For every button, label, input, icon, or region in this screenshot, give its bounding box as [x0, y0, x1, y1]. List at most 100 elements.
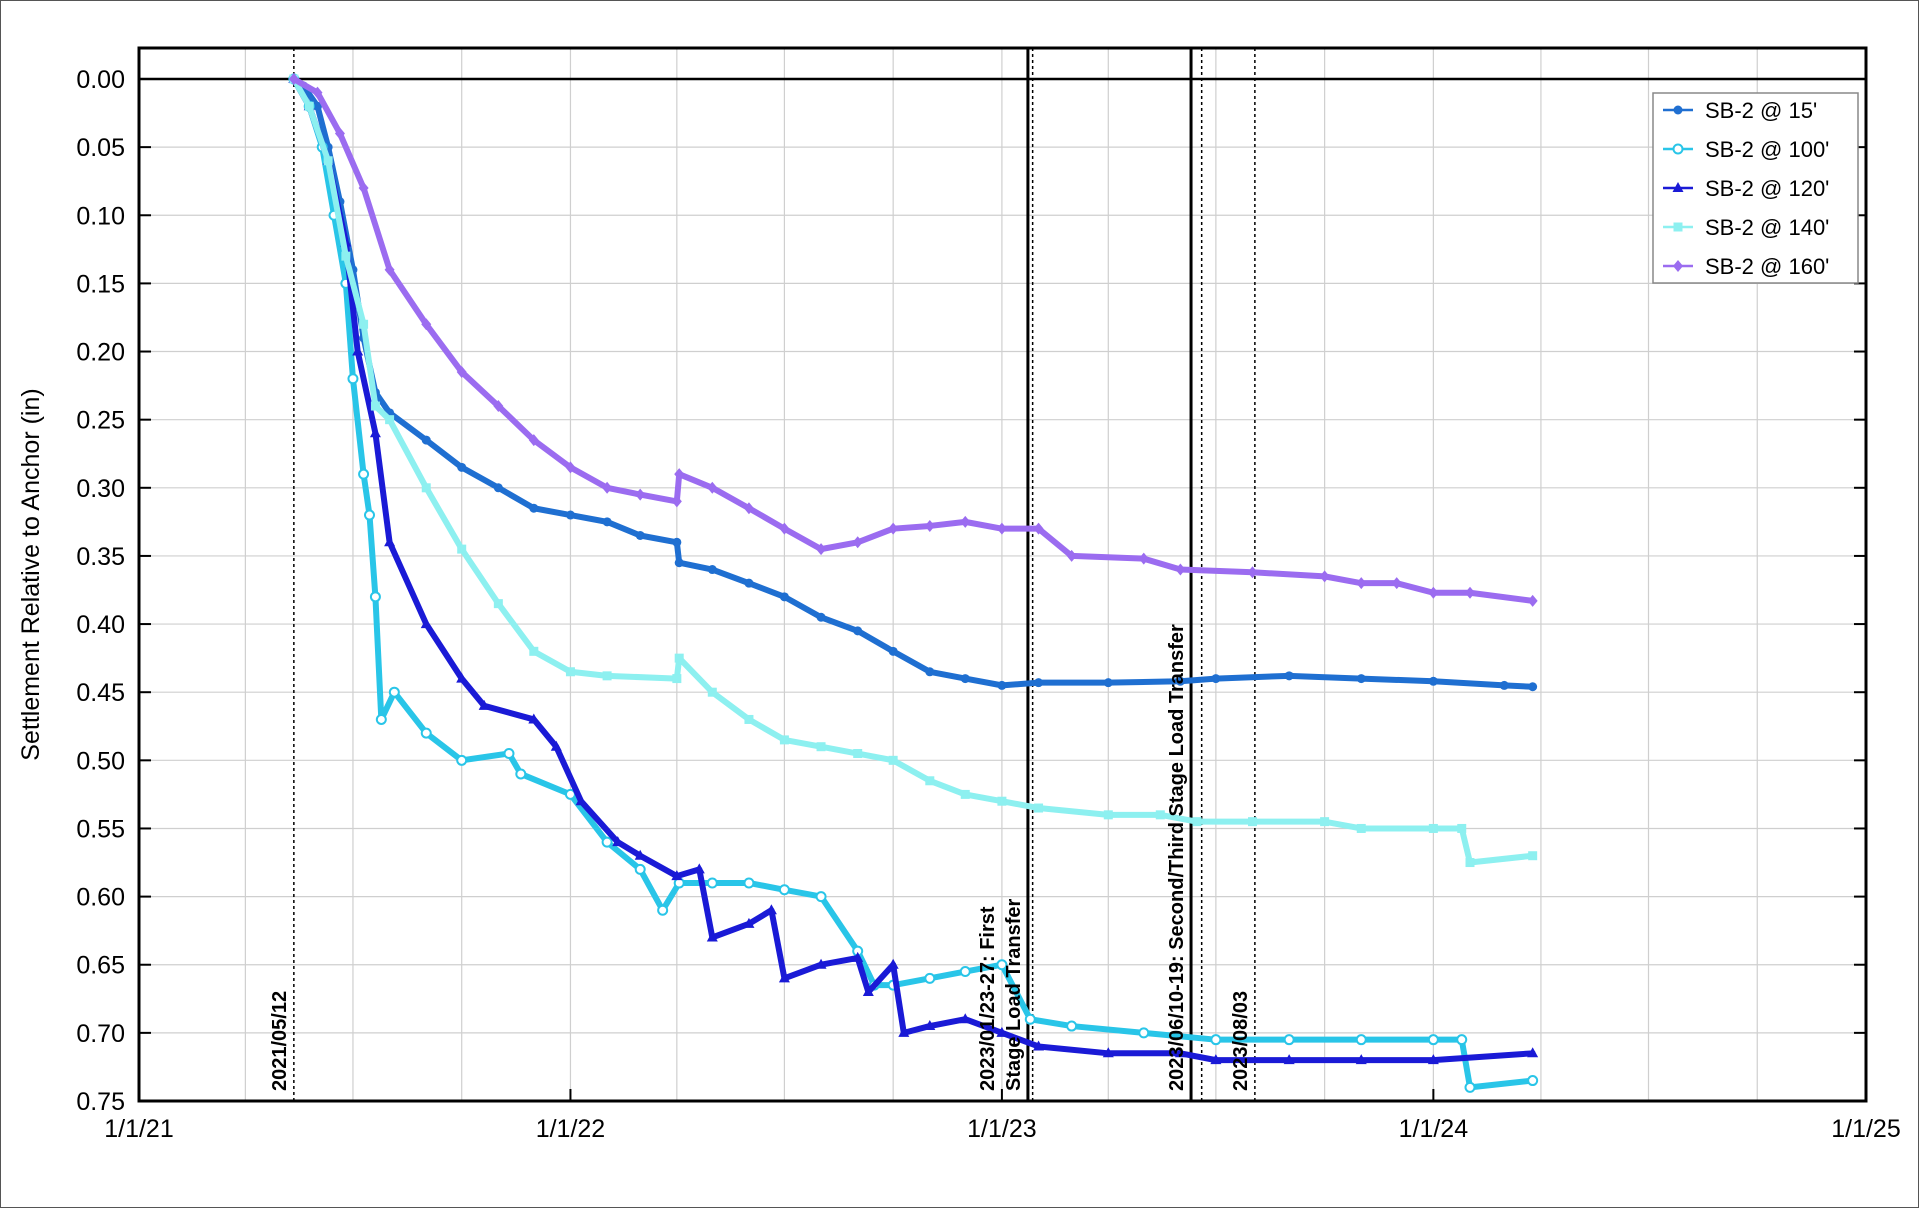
data-point: [612, 836, 624, 847]
data-point: [420, 727, 432, 739]
data-point: [1175, 676, 1185, 686]
data-point: [765, 904, 777, 915]
data-point: [1103, 678, 1113, 688]
data-point: [707, 687, 717, 697]
data-point: [456, 754, 468, 766]
data-point: [1355, 1054, 1367, 1065]
data-point: [1527, 1075, 1539, 1087]
data-point: [1283, 1034, 1295, 1046]
data-point: [323, 156, 333, 166]
data-point: [528, 713, 540, 724]
annotation-label: Stage Load Transfer: [1003, 899, 1025, 1091]
x-tick-label: 1/1/23: [967, 1115, 1037, 1143]
data-point: [347, 373, 359, 385]
data-point: [1528, 851, 1538, 861]
data-point: [743, 917, 755, 928]
data-point: [1673, 260, 1683, 272]
data-point: [674, 653, 684, 663]
data-point: [1102, 1047, 1114, 1058]
data-point: [744, 714, 754, 724]
data-point: [565, 510, 575, 520]
data-point: [706, 931, 718, 942]
data-point: [657, 904, 669, 916]
data-point: [1427, 1054, 1439, 1065]
data-point: [358, 182, 369, 195]
data-point: [312, 101, 322, 111]
data-point: [672, 674, 682, 684]
data-point: [457, 544, 467, 554]
data-point: [674, 468, 685, 481]
data-point: [341, 251, 351, 261]
data-point: [888, 755, 898, 765]
data-point: [602, 481, 613, 494]
data-point: [370, 401, 380, 411]
data-point: [1210, 1054, 1222, 1065]
data-point: [1528, 682, 1538, 692]
x-tick-label: 1/1/22: [536, 1115, 606, 1143]
y-tick-label: 0.10: [76, 202, 125, 230]
data-point: [959, 1013, 971, 1024]
data-point: [515, 768, 527, 780]
y-tick-label: 0.50: [76, 747, 125, 775]
data-point: [457, 462, 467, 472]
data-point: [1248, 817, 1258, 827]
data-point: [816, 742, 826, 752]
data-point: [364, 509, 376, 521]
data-point: [1320, 817, 1330, 827]
y-tick-label: 0.20: [76, 339, 125, 367]
annotation-label: 2023/06/10-19: Second/Third Stage Load T…: [1166, 624, 1188, 1091]
legend-label: SB-2 @ 100': [1705, 137, 1829, 162]
data-point: [1024, 1013, 1036, 1025]
data-point: [852, 536, 863, 549]
data-point: [1066, 549, 1077, 562]
y-tick-label: 0.40: [76, 611, 125, 639]
data-point: [634, 849, 646, 860]
data-point: [529, 646, 539, 656]
data-point: [456, 672, 468, 683]
data-point: [693, 863, 705, 874]
data-point: [924, 1020, 936, 1031]
data-point: [493, 599, 503, 609]
data-point: [925, 776, 935, 786]
data-point: [960, 674, 970, 684]
data-point: [1066, 1020, 1078, 1032]
data-point: [888, 522, 899, 535]
annotation-label: 2023/08/03: [1230, 991, 1252, 1091]
data-point: [924, 519, 935, 532]
data-point: [635, 488, 646, 501]
data-point: [369, 591, 381, 603]
data-point: [375, 713, 387, 725]
data-point: [565, 667, 575, 677]
y-tick-label: 0.05: [76, 134, 125, 162]
data-point: [1034, 803, 1044, 813]
data-point: [1672, 143, 1684, 155]
data-point: [997, 680, 1007, 690]
data-point: [779, 592, 789, 602]
data-point: [1174, 1047, 1186, 1058]
data-point: [575, 795, 587, 806]
data-point: [778, 972, 790, 983]
data-point: [358, 468, 370, 480]
legend-label: SB-2 @ 15': [1705, 98, 1817, 123]
data-point: [887, 958, 899, 969]
data-point: [385, 415, 395, 425]
data-point: [671, 870, 683, 881]
data-point: [1673, 222, 1683, 232]
data-point: [1527, 594, 1538, 607]
series-line-2: [290, 76, 1536, 1091]
data-point: [1356, 674, 1366, 684]
y-tick-label: 0.00: [76, 66, 125, 94]
data-point: [1033, 522, 1044, 535]
data-point: [1034, 678, 1044, 688]
y-tick-label: 0.45: [76, 679, 125, 707]
data-point: [634, 863, 646, 875]
data-point: [1211, 674, 1221, 684]
data-point: [743, 877, 755, 889]
data-point: [816, 543, 827, 556]
data-point: [1356, 577, 1367, 590]
data-point: [1247, 566, 1258, 579]
data-point: [852, 951, 864, 962]
data-point: [1175, 563, 1186, 576]
